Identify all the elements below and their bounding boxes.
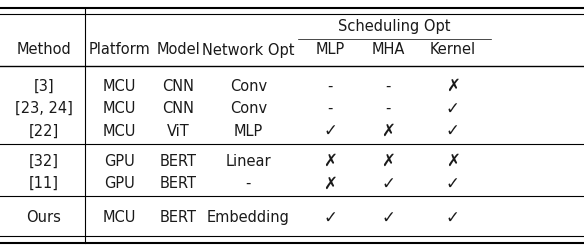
- Text: Conv: Conv: [230, 101, 267, 116]
- Text: GPU: GPU: [105, 176, 135, 191]
- Text: Conv: Conv: [230, 79, 267, 94]
- Text: ✗: ✗: [323, 152, 337, 170]
- Text: -: -: [327, 79, 333, 94]
- Text: ✓: ✓: [446, 122, 460, 140]
- Text: BERT: BERT: [159, 210, 197, 225]
- Text: ViT: ViT: [167, 124, 189, 139]
- Text: ✗: ✗: [446, 152, 460, 170]
- Text: MCU: MCU: [103, 210, 137, 225]
- Text: Network Opt: Network Opt: [202, 42, 294, 58]
- Text: Kernel: Kernel: [430, 42, 475, 58]
- Text: MHA: MHA: [371, 42, 405, 58]
- Text: ✗: ✗: [381, 122, 395, 140]
- Text: ✓: ✓: [446, 175, 460, 193]
- Text: CNN: CNN: [162, 79, 194, 94]
- Text: [22]: [22]: [29, 124, 59, 139]
- Text: ✓: ✓: [446, 100, 460, 118]
- Text: ✗: ✗: [446, 77, 460, 95]
- Text: Scheduling Opt: Scheduling Opt: [338, 19, 450, 34]
- Text: [32]: [32]: [29, 154, 59, 169]
- Text: [3]: [3]: [33, 79, 54, 94]
- Text: Ours: Ours: [26, 210, 61, 225]
- Text: MLP: MLP: [315, 42, 345, 58]
- Text: ✓: ✓: [446, 208, 460, 226]
- Text: -: -: [385, 79, 391, 94]
- Text: GPU: GPU: [105, 154, 135, 169]
- Text: BERT: BERT: [159, 154, 197, 169]
- Text: -: -: [327, 101, 333, 116]
- Text: -: -: [245, 176, 251, 191]
- Text: BERT: BERT: [159, 176, 197, 191]
- Text: Method: Method: [16, 42, 71, 58]
- Text: -: -: [385, 101, 391, 116]
- Text: ✓: ✓: [381, 208, 395, 226]
- Text: ✓: ✓: [381, 175, 395, 193]
- Text: MCU: MCU: [103, 79, 137, 94]
- Text: MLP: MLP: [234, 124, 263, 139]
- Text: CNN: CNN: [162, 101, 194, 116]
- Text: [23, 24]: [23, 24]: [15, 101, 73, 116]
- Text: ✓: ✓: [323, 208, 337, 226]
- Text: MCU: MCU: [103, 124, 137, 139]
- Text: ✗: ✗: [381, 152, 395, 170]
- Text: Platform: Platform: [89, 42, 151, 58]
- Text: Linear: Linear: [225, 154, 271, 169]
- Text: ✓: ✓: [323, 122, 337, 140]
- Text: Embedding: Embedding: [207, 210, 290, 225]
- Text: Model: Model: [157, 42, 200, 58]
- Text: MCU: MCU: [103, 101, 137, 116]
- Text: [11]: [11]: [29, 176, 59, 191]
- Text: ✗: ✗: [323, 175, 337, 193]
